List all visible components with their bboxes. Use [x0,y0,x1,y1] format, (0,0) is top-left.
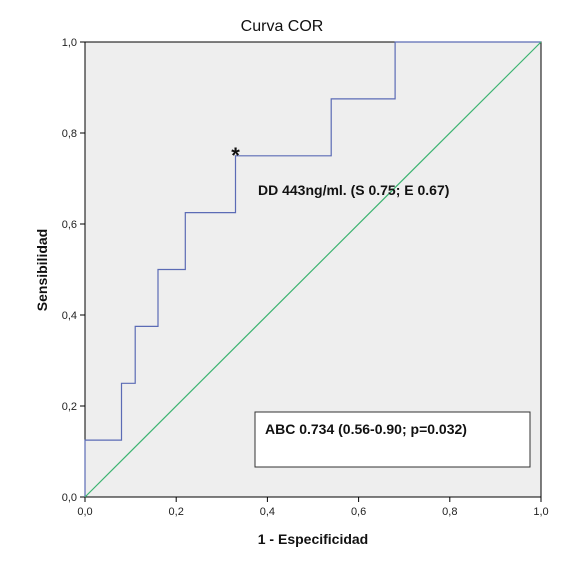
y-tick-label: 0,8 [62,128,77,140]
x-tick-label: 0,0 [77,506,92,518]
axis-ticks: 0,0 0,2 0,4 0,6 0,8 1,0 0,0 0,2 0,4 0,6 0,8 1,0 [62,37,549,518]
y-tick-label: 0,6 [62,219,77,231]
x-axis-title: 1 - Especificidad [258,531,368,547]
y-tick-label: 1,0 [62,37,77,49]
series-layer [84,41,542,498]
x-tick-label: 1,0 [533,506,548,518]
auc-annotation: ABC 0.734 (0.56-0.90; p=0.032) [265,421,467,437]
y-tick-label: 0,4 [62,310,77,322]
x-tick-label: 0,8 [442,506,457,518]
cutoff-marker: * [231,143,240,168]
chart-title: Curva COR [241,18,324,35]
roc-curve-line [84,41,541,497]
x-tick-label: 0,2 [169,506,184,518]
y-tick-label: 0,2 [62,401,77,413]
y-axis-title: Sensibilidad [34,229,50,311]
reference-diagonal-line [84,41,542,498]
x-tick-label: 0,6 [351,506,366,518]
x-tick-label: 0,4 [260,506,275,518]
cutoff-annotation: DD 443ng/ml. (S 0.75; E 0.67) [258,182,449,198]
auc-box [254,411,531,468]
y-tick-label: 0,0 [62,492,77,504]
